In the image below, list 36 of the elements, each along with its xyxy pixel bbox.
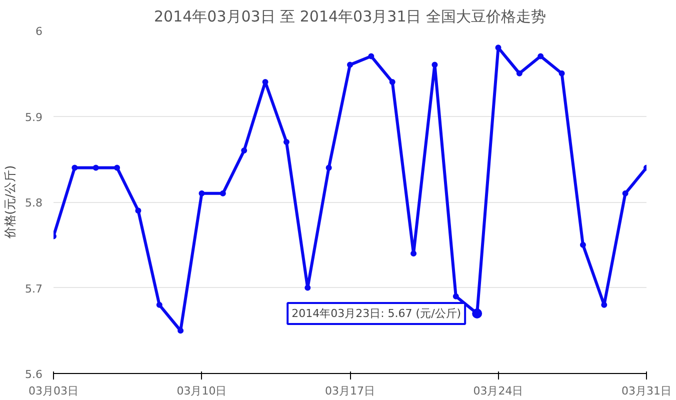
y-tick-label: 5.9 <box>25 110 43 124</box>
point <box>495 44 502 51</box>
point <box>220 190 226 196</box>
point <box>156 302 162 308</box>
y-tick-label: 5.6 <box>25 368 43 381</box>
x-tick-label: 03月17日 <box>325 384 376 398</box>
point <box>92 164 99 171</box>
chart-title: 2014年03月03日 至 2014年03月31日 全国大豆价格走势 <box>154 8 546 26</box>
y-tick-label: 6 <box>36 25 42 38</box>
x-tick-label: 03月31日 <box>622 384 672 398</box>
point <box>558 70 565 76</box>
y-tick-label: 5.7 <box>25 282 43 296</box>
point <box>580 242 586 248</box>
point <box>452 293 459 300</box>
point <box>389 78 396 85</box>
point <box>622 190 628 196</box>
point <box>368 53 374 60</box>
point <box>135 208 142 214</box>
y-tick-label: 5.8 <box>25 196 43 210</box>
point <box>516 70 522 76</box>
point <box>178 328 184 334</box>
point <box>198 190 205 196</box>
point <box>72 164 78 171</box>
point <box>538 53 544 60</box>
annotation: 2014年03月23日: 5.67 (元/公斤) <box>292 306 462 320</box>
point <box>241 148 248 154</box>
point <box>432 62 438 68</box>
x-tick-label: 03月03日 <box>28 384 79 398</box>
point <box>347 62 353 68</box>
x-tick-label: 03月24日 <box>473 384 524 398</box>
point <box>114 164 120 171</box>
x-tick-label: 03月10日 <box>176 384 227 398</box>
point <box>283 138 290 145</box>
point <box>326 164 332 171</box>
point <box>304 284 311 291</box>
y-axis-title: 价格(元/公斤) <box>3 165 18 240</box>
